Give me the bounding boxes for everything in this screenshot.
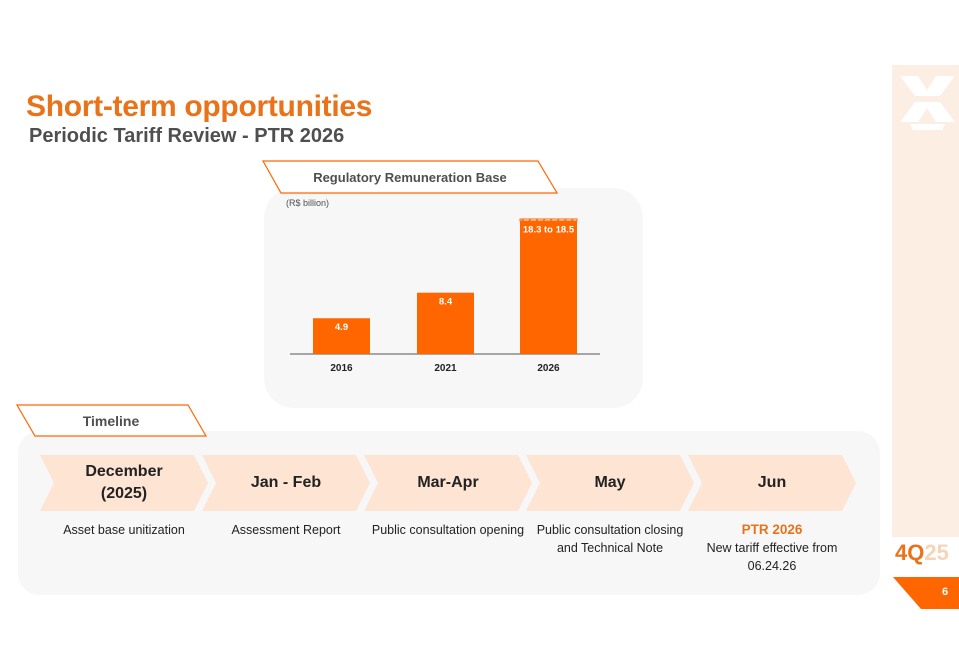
timeline-step-description: PTR 2026 New tariff effective from 06.24.… xyxy=(692,521,852,575)
timeline-chevrons xyxy=(40,455,856,511)
bar-2026 xyxy=(520,220,577,354)
timeline-chevron-1 xyxy=(202,455,370,511)
brand-logo-icon xyxy=(900,76,955,130)
bar-range-2026 xyxy=(519,218,578,222)
timeline-chevron-0 xyxy=(40,455,208,511)
timeline-label: Timeline xyxy=(82,413,140,429)
timeline-tab xyxy=(16,404,208,437)
bar-2016 xyxy=(313,318,370,354)
data-label-2021: 8.4 xyxy=(439,297,453,308)
timeline-chevron-3 xyxy=(526,455,694,511)
chart-title: Regulatory Remuneration Base xyxy=(313,170,507,185)
timeline-step-description: Asset base unitization xyxy=(63,523,185,537)
timeline-step-description: Public consultation opening xyxy=(371,523,525,537)
timeline-step-description: Assessment Report xyxy=(231,523,341,537)
x-tick-label-2016: 2016 xyxy=(330,363,353,374)
timeline-chevron-4 xyxy=(688,455,856,511)
bar-chart: 4.9 2016 8.4 2021 18.3 to 18.5 2026 xyxy=(290,218,600,374)
x-tick-label-2021: 2021 xyxy=(434,363,457,374)
timeline-step-label: Mar-Apr xyxy=(417,474,479,491)
timeline-step-description: Public consultation closing and Technica… xyxy=(536,523,684,555)
bar-2021 xyxy=(417,292,474,354)
chart-unit-label: (R$ billion) xyxy=(286,198,330,208)
timeline-step-label: Jan - Feb xyxy=(250,474,322,491)
data-label-2026: 18.3 to 18.5 xyxy=(523,224,575,235)
page-number: 6 xyxy=(941,586,949,598)
chart-title-tab xyxy=(262,160,559,194)
x-tick-label-2026: 2026 xyxy=(537,363,560,374)
timeline-chevron-2 xyxy=(364,455,532,511)
period-label: 4Q25 xyxy=(895,540,949,566)
side-decoration-strip xyxy=(892,65,959,537)
page-title: Short-term opportunities xyxy=(26,90,373,123)
timeline-step-label: May xyxy=(594,474,626,491)
page-number-tab xyxy=(893,577,959,609)
data-label-2016: 4.9 xyxy=(335,322,348,333)
timeline-step-label: December (2025) xyxy=(85,463,163,502)
timeline-step-label: Jun xyxy=(757,474,787,491)
period-prefix: 4Q xyxy=(895,540,925,565)
page-subtitle: Periodic Tariff Review - PTR 2026 xyxy=(29,125,345,147)
timeline-step-highlight: PTR 2026 xyxy=(741,522,803,537)
period-suffix: 25 xyxy=(924,540,949,565)
